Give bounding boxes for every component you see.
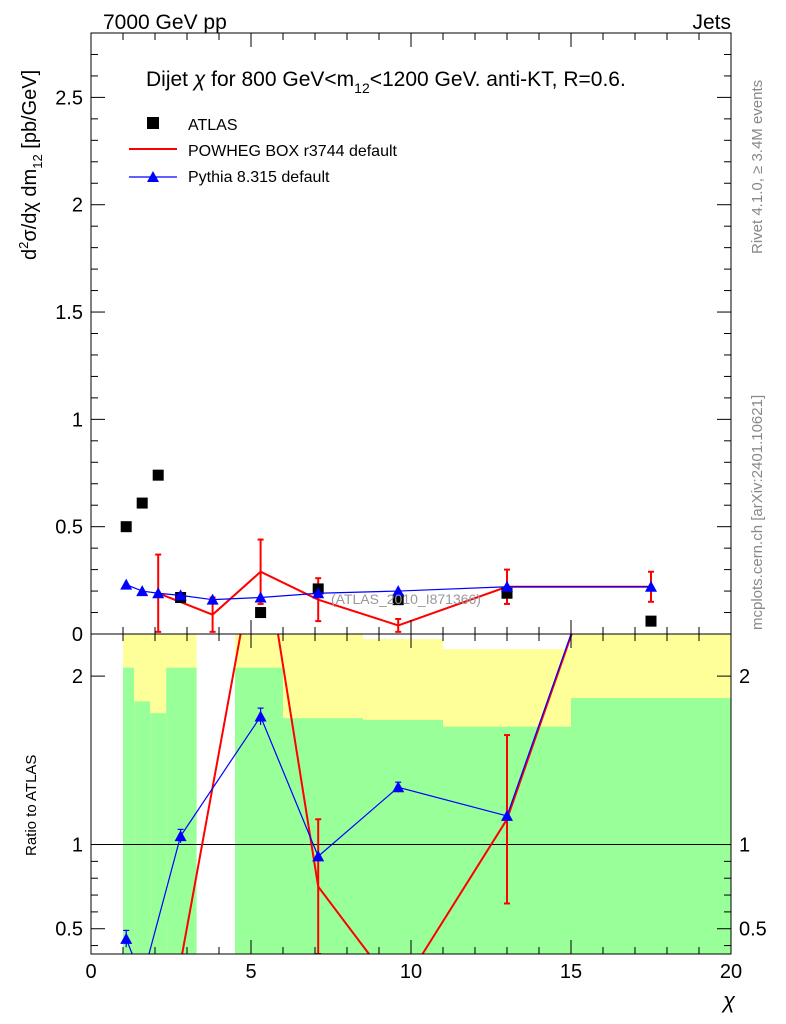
ratio-pythia-point	[254, 710, 267, 722]
main-y-tick-label: 1.5	[55, 302, 83, 324]
pythia-point	[120, 578, 133, 590]
band-green-6	[363, 719, 443, 954]
pythia-point	[254, 591, 267, 603]
axes: 00.511.522.50 5 10 15 200.5 0.51 12 2	[55, 32, 767, 983]
pythia-point	[206, 593, 219, 605]
pythia-point	[152, 587, 165, 599]
header-right: Jets	[692, 11, 731, 34]
ratio-bands	[123, 634, 731, 954]
ratio-pythia-point	[174, 830, 187, 842]
main-y-tick-label: 2.5	[55, 87, 83, 109]
pythia-point	[312, 587, 325, 599]
band-green-5	[283, 718, 363, 954]
header-left: 7000 GeV pp	[103, 11, 227, 34]
main-y-tick-label: 0	[72, 624, 83, 646]
y-axis-label-ratio: Ratio to ATLAS	[23, 755, 40, 856]
band-green-0	[123, 667, 135, 954]
atlas-point	[136, 497, 148, 509]
ratio-pythia-line	[125, 634, 572, 954]
x-tick-label: 10	[400, 961, 422, 983]
watermark: (ATLAS_2010_I871366)	[331, 591, 481, 607]
y-axis-label-main: d2σ/dχ dm12 [pb/GeV]	[16, 70, 45, 260]
ratio-pythia-point	[120, 932, 133, 944]
atlas-point	[392, 594, 404, 606]
x-axis-label: χ	[721, 988, 736, 1013]
ratio-y-tick-label-right: 1	[739, 835, 750, 857]
band-green-4	[235, 667, 283, 954]
atlas-point	[152, 469, 164, 481]
legend-atlas-marker	[147, 117, 159, 129]
legend-atlas-label: ATLAS	[188, 117, 238, 134]
pythia-point	[645, 580, 657, 592]
x-tick-label: 20	[720, 961, 742, 983]
main-y-tick-label: 2	[72, 195, 83, 217]
legend: ATLAS POWHEG BOX r3744 default Pythia 8.…	[129, 117, 398, 186]
pythia-point	[136, 585, 149, 597]
legend-pythia-marker	[147, 171, 159, 182]
x-tick-label: 0	[85, 961, 96, 983]
pythia-point	[174, 589, 187, 601]
ratio-pythia-point	[312, 850, 325, 862]
main-y-tick-label: 1	[72, 409, 83, 431]
pythia-point	[501, 580, 513, 592]
ratio-pythia-point	[645, 401, 657, 412]
pythia-line	[125, 584, 651, 601]
x-tick-label: 15	[560, 961, 582, 983]
main-plot-area	[120, 469, 657, 633]
chart-title: Dijet χ for 800 GeV<m12<1200 GeV. anti-K…	[146, 68, 626, 96]
mcplots-info: mcplots.cern.ch [arXiv:2401.10621]	[749, 395, 766, 630]
ratio-y-tick-label-left: 1	[72, 835, 83, 857]
band-green-3	[166, 667, 197, 954]
main-y-tick-label: 0.5	[55, 517, 83, 539]
band-green-8	[571, 698, 731, 954]
legend-powheg-label: POWHEG BOX r3744 default	[188, 143, 398, 160]
band-green-1	[134, 701, 151, 954]
ratio-plot-area	[91, 401, 731, 984]
pythia-point	[392, 585, 405, 597]
x-tick-label: 5	[245, 961, 256, 983]
ratio-pythia-point	[136, 973, 148, 984]
ratio-pythia-point	[392, 781, 405, 793]
atlas-point	[120, 521, 132, 533]
atlas-point	[645, 615, 657, 627]
rivet-info: Rivet 4.1.0, ≥ 3.4M events	[749, 80, 766, 254]
main-frame	[90, 32, 732, 635]
atlas-point	[501, 587, 513, 599]
ratio-y-tick-label-left: 0.5	[55, 919, 83, 941]
band-green-2	[150, 713, 167, 954]
legend-pythia-label: Pythia 8.315 default	[188, 169, 330, 186]
ratio-y-tick-label-right: 2	[739, 666, 750, 688]
ratio-pythia-point	[501, 809, 513, 821]
ratio-y-tick-label-right: 0.5	[739, 919, 767, 941]
atlas-point	[255, 607, 267, 619]
ratio-y-tick-label-left: 2	[72, 666, 83, 688]
